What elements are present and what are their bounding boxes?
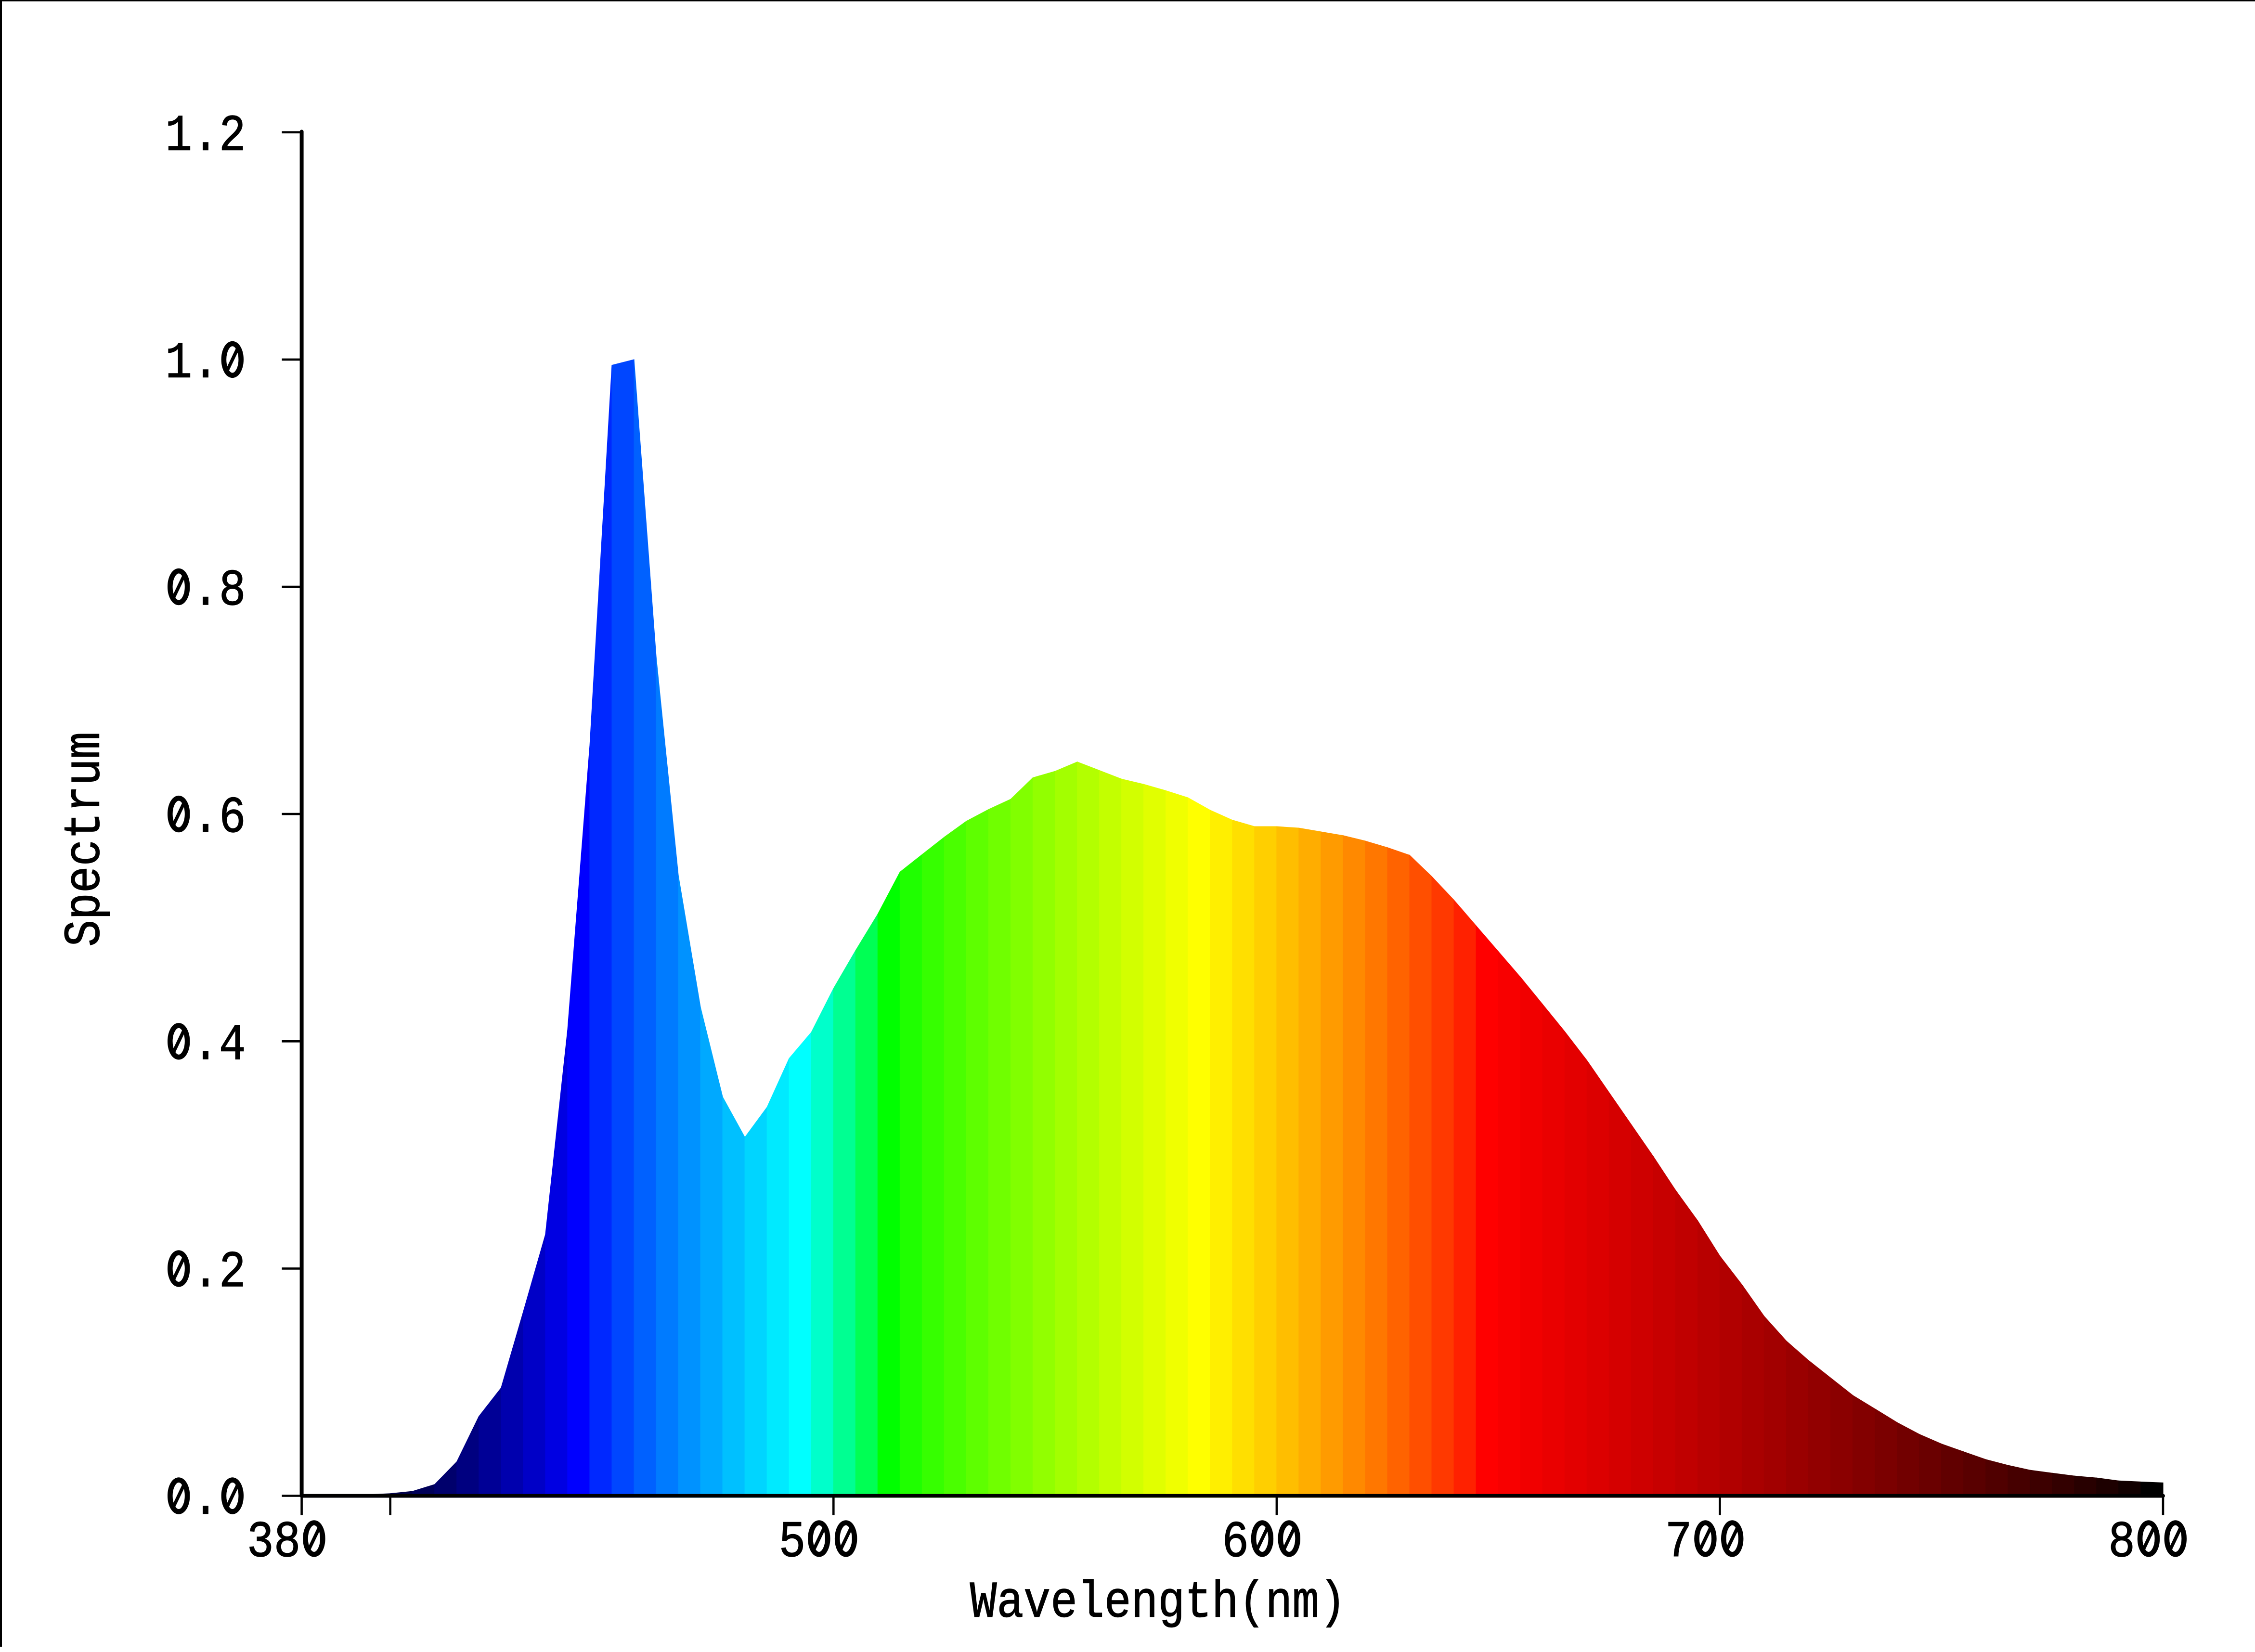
svg-text:4: 4	[219, 1017, 246, 1075]
svg-text:.: .	[192, 1471, 219, 1530]
svg-text:1: 1	[165, 335, 192, 393]
svg-text:7: 7	[1665, 1514, 1692, 1573]
svg-text:8: 8	[219, 562, 246, 620]
svg-text:1: 1	[165, 108, 192, 166]
svg-text:.: .	[192, 789, 219, 848]
svg-text:2: 2	[219, 108, 246, 166]
svg-text:.: .	[192, 108, 219, 166]
svg-text:.: .	[192, 335, 219, 393]
svg-text:.: .	[192, 562, 219, 620]
svg-text:6: 6	[219, 789, 246, 848]
svg-text:.: .	[192, 1017, 219, 1075]
svg-text:3: 3	[247, 1514, 274, 1573]
svg-text:Spectrum: Spectrum	[57, 732, 115, 946]
svg-text:5: 5	[779, 1514, 806, 1573]
svg-text:.: .	[192, 1244, 219, 1303]
svg-text:8: 8	[2108, 1514, 2135, 1573]
svg-text:2: 2	[219, 1244, 246, 1303]
svg-text:8: 8	[274, 1514, 301, 1573]
svg-text:Wavelength(nm): Wavelength(nm)	[970, 1575, 1346, 1633]
svg-text:6: 6	[1222, 1514, 1249, 1573]
